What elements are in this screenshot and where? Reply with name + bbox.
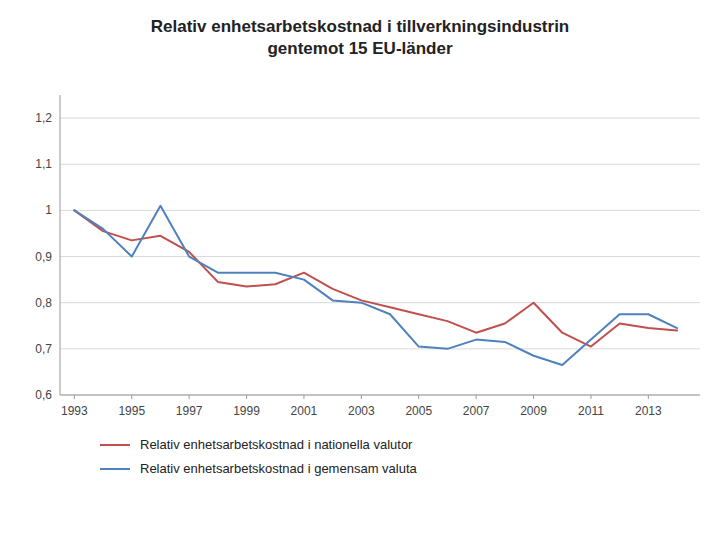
y-tick-label: 1,2 — [35, 111, 52, 125]
x-tick-label: 1997 — [176, 404, 203, 418]
x-tick-label: 2007 — [463, 404, 490, 418]
grid-line — [60, 164, 700, 165]
plot-area — [74, 206, 677, 365]
x-tick — [303, 395, 304, 399]
x-tick-label: 2013 — [635, 404, 662, 418]
grid — [60, 118, 700, 395]
x-tick-label: 1999 — [233, 404, 260, 418]
legend-swatch — [100, 468, 130, 470]
title: Relativ enhetsarbetskostnad i tillverkni… — [151, 17, 570, 58]
legend-label: Relativ enhetsarbetskostnad i gemensam v… — [140, 461, 418, 476]
y-tick-label: 0,6 — [35, 388, 52, 402]
x-tick-label: 2009 — [520, 404, 547, 418]
grid-line — [60, 210, 700, 211]
x-tick — [131, 395, 132, 399]
x-axis-line — [60, 395, 700, 396]
x-tick — [189, 395, 190, 399]
chart-svg: Relativ enhetsarbetskostnad i tillverkni… — [0, 0, 720, 540]
chart-container: Relativ enhetsarbetskostnad i tillverkni… — [0, 0, 720, 540]
x-tick — [418, 395, 419, 399]
y-tick-label: 1 — [45, 203, 52, 217]
legend: Relativ enhetsarbetskostnad i nationella… — [100, 437, 418, 476]
x-tick-label: 2005 — [405, 404, 432, 418]
x-tick — [74, 395, 75, 399]
series-line — [74, 206, 677, 365]
y-tick-label: 1,1 — [35, 157, 52, 171]
x-tick — [648, 395, 649, 399]
legend-swatch — [100, 444, 130, 446]
x-tick-label: 2003 — [348, 404, 375, 418]
x-tick — [246, 395, 247, 399]
grid-line — [60, 256, 700, 257]
grid-line — [60, 302, 700, 303]
y-tick-label: 0,8 — [35, 296, 52, 310]
x-tick-label: 1995 — [118, 404, 145, 418]
x-tick — [361, 395, 362, 399]
x-tick — [533, 395, 534, 399]
x-tick-label: 2011 — [578, 404, 604, 418]
grid-line — [60, 395, 700, 396]
x-tick — [590, 395, 591, 399]
y-tick-label: 0,9 — [35, 250, 52, 264]
x-tick-label: 2001 — [291, 404, 318, 418]
y-tick-label: 0,7 — [35, 342, 52, 356]
series-line — [74, 210, 677, 346]
grid-line — [60, 118, 700, 119]
grid-line — [60, 348, 700, 349]
y-axis-line — [60, 95, 61, 395]
legend-label: Relativ enhetsarbetskostnad i nationella… — [140, 437, 413, 452]
x-tick — [476, 395, 477, 399]
x-tick-label: 1993 — [61, 404, 88, 418]
